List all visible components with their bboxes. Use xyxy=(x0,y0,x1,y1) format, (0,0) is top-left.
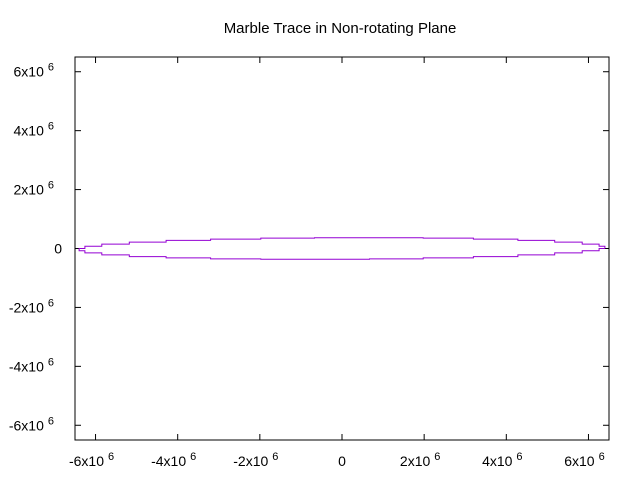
y-tick-label: -6x10 6 xyxy=(9,415,54,433)
plot-frame xyxy=(74,56,610,441)
y-tick-label: 6x10 6 xyxy=(14,62,54,80)
x-tick-label: -2x10 6 xyxy=(233,451,278,469)
x-tick-label: -4x10 6 xyxy=(151,451,196,469)
x-tick-label: 0 xyxy=(338,453,346,469)
series-layer xyxy=(78,237,606,260)
x-tick-label: 2x10 6 xyxy=(400,451,440,469)
tick-labels: -6x10 6 -4x10 6 -2x10 6 0 2x10 6 4x10 6 6x10 6 6x10 6 4… xyxy=(9,62,605,469)
x-tick-label: 6x10 6 xyxy=(564,451,604,469)
y-tick-label: 2x10 6 xyxy=(14,180,54,198)
tick-marks xyxy=(75,57,609,440)
y-tick-label: -2x10 6 xyxy=(9,297,54,315)
chart-title: Marble Trace in Non-rotating Plane xyxy=(224,20,457,37)
x-tick-label: -6x10 6 xyxy=(69,451,114,469)
y-tick-label: -4x10 6 xyxy=(9,356,54,374)
y-tick-label: 4x10 6 xyxy=(14,121,54,139)
marble-trace-line xyxy=(78,237,606,260)
x-tick-label: 4x10 6 xyxy=(482,451,522,469)
y-tick-label: 0 xyxy=(54,241,62,257)
